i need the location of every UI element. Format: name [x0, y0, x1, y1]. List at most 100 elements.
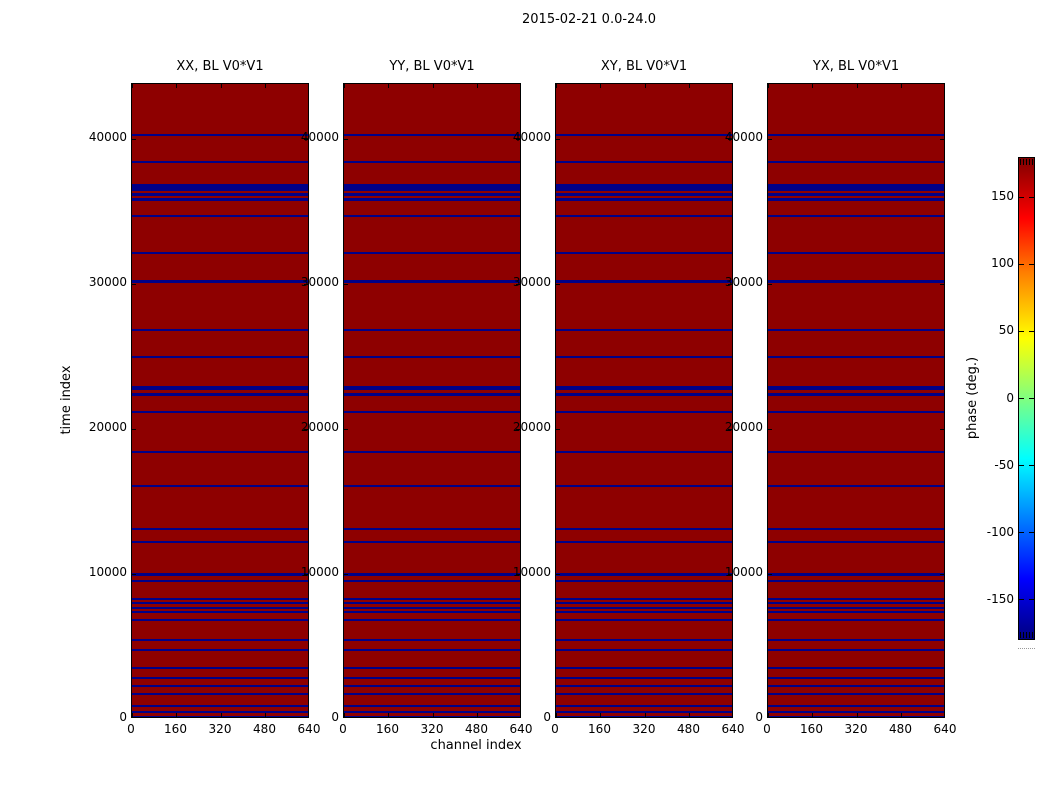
phase-stripe — [556, 704, 732, 707]
phase-stripe — [132, 451, 308, 454]
colorbar-tick-mark — [1029, 465, 1034, 467]
phase-stripe — [132, 610, 308, 613]
phase-stripe — [132, 385, 308, 390]
phase-stripe — [344, 410, 520, 413]
phase-stripe — [556, 677, 732, 680]
subplot-title-xy: XY, BL V0*V1 — [600, 59, 688, 74]
phase-stripe — [344, 184, 520, 192]
phase-stripe — [768, 649, 944, 652]
phase-stripe — [556, 355, 732, 358]
phase-stripe — [132, 666, 308, 669]
phase-stripe — [556, 251, 732, 254]
phase-stripe — [344, 677, 520, 680]
phase-stripe — [344, 251, 520, 254]
subplot-title-yx: YX, BL V0*V1 — [812, 59, 900, 74]
x-tick-mark — [901, 713, 902, 717]
x-tick-label: 480 — [889, 722, 912, 736]
y-tick-mark — [768, 283, 772, 285]
phase-stripe — [556, 619, 732, 622]
phase-stripe — [344, 528, 520, 531]
x-tick-mark — [812, 84, 813, 88]
phase-stripe — [768, 704, 944, 707]
colorbar-tick-mark — [1019, 532, 1024, 534]
phase-stripe — [132, 693, 308, 696]
phase-stripe — [768, 638, 944, 641]
phase-stripe — [344, 192, 520, 196]
x-tick-mark — [600, 84, 601, 88]
phase-stripe — [344, 715, 520, 717]
y-tick-label: 0 — [331, 710, 339, 724]
y-tick-mark — [940, 428, 944, 430]
subplot-title-xx: XX, BL V0*V1 — [176, 59, 264, 74]
x-tick-mark — [344, 84, 345, 88]
x-tick-mark — [477, 84, 478, 88]
phase-stripe — [768, 184, 944, 192]
y-tick-label: 10000 — [88, 565, 127, 580]
phase-stripe — [132, 251, 308, 254]
y-tick-mark — [304, 138, 308, 140]
phase-stripe — [768, 685, 944, 688]
colorbar-tick-label: -100 — [986, 524, 1014, 539]
colorbar-tick-label: -50 — [994, 457, 1014, 472]
phase-stripe — [344, 579, 520, 582]
phase-stripe — [344, 602, 520, 605]
colorbar-tick-label: 150 — [991, 189, 1014, 204]
y-tick-mark — [304, 283, 308, 285]
phase-stripe — [556, 214, 732, 217]
phase-stripe — [768, 610, 944, 613]
x-tick-mark — [689, 713, 690, 717]
phase-stripe — [132, 214, 308, 217]
y-tick-label: 0 — [119, 710, 127, 724]
x-tick-label: 480 — [465, 722, 488, 736]
colorbar-tick-mark — [1019, 196, 1024, 198]
x-tick-mark — [600, 713, 601, 717]
phase-stripe — [768, 710, 944, 713]
x-tick-label: 320 — [208, 722, 232, 736]
phase-stripe — [132, 602, 308, 605]
y-tick-mark — [728, 428, 732, 430]
x-tick-mark — [768, 713, 769, 717]
colorbar-top-hatch — [1020, 159, 1033, 165]
y-tick-mark — [516, 138, 520, 140]
x-tick-label: 320 — [632, 722, 656, 736]
phase-stripe — [344, 540, 520, 543]
colorbar-tick-mark — [1029, 398, 1034, 399]
phase-stripe — [768, 392, 944, 396]
phase-stripe — [344, 638, 520, 641]
colorbar-tick-label: 100 — [991, 256, 1014, 271]
phase-stripe — [344, 619, 520, 622]
x-tick-mark — [176, 84, 177, 88]
phase-stripe — [556, 385, 732, 390]
y-tick-mark — [304, 573, 308, 575]
y-tick-label: 40000 — [88, 130, 127, 145]
phase-stripe — [132, 572, 308, 576]
phase-stripe — [556, 134, 732, 137]
phase-stripe — [132, 528, 308, 531]
phase-stripe — [556, 329, 732, 332]
phase-stripe — [344, 485, 520, 488]
x-tick-label: 160 — [588, 722, 611, 736]
colorbar-tick-mark — [1029, 330, 1034, 332]
y-tick-mark — [132, 283, 136, 285]
x-tick-mark — [432, 713, 434, 717]
x-tick-mark — [556, 713, 557, 717]
phase-stripe — [344, 392, 520, 396]
heatmap-panel-yx — [767, 83, 945, 718]
phase-stripe — [768, 666, 944, 669]
y-tick-mark — [768, 428, 772, 430]
phase-stripe — [132, 710, 308, 713]
phase-stripe — [768, 197, 944, 201]
heatmap-panel-xy — [555, 83, 733, 718]
y-tick-label: 10000 — [300, 565, 339, 580]
phase-stripe — [768, 607, 944, 610]
x-tick-mark — [344, 713, 345, 717]
x-tick-label: 160 — [376, 722, 399, 736]
x-tick-label: 0 — [127, 722, 135, 736]
y-tick-mark — [728, 283, 732, 285]
phase-stripe — [768, 134, 944, 137]
x-tick-mark — [644, 84, 646, 88]
y-tick-label: 20000 — [724, 420, 763, 435]
phase-stripe — [344, 597, 520, 600]
x-tick-label: 0 — [551, 722, 559, 736]
